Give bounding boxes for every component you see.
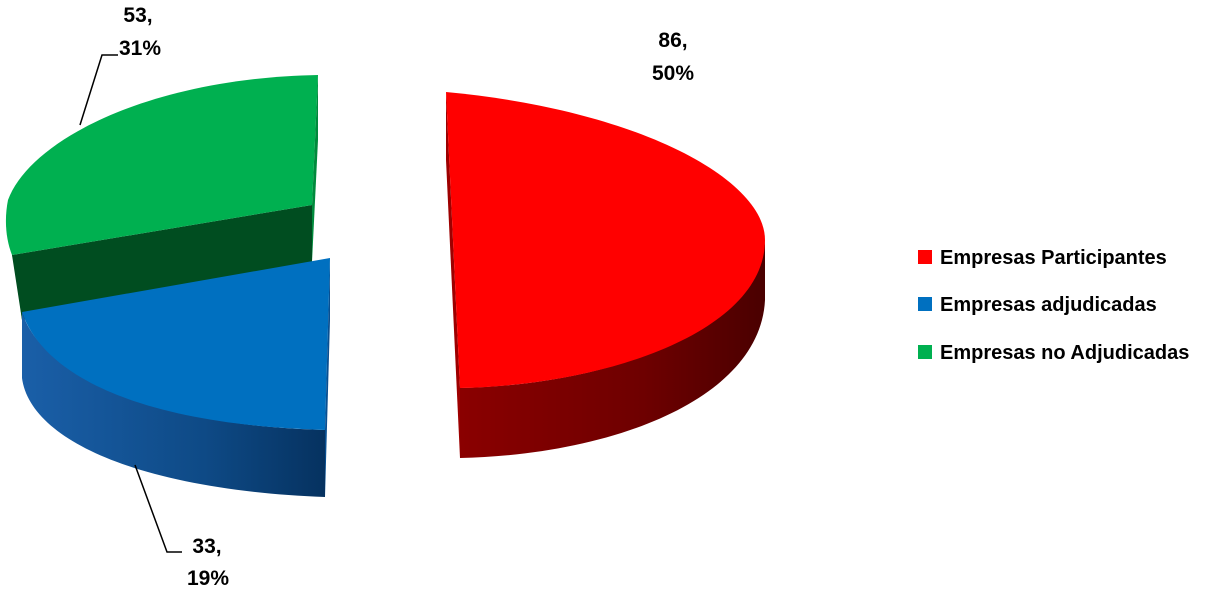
pie-slice-empresas-no-adjudicadas: [5, 75, 318, 320]
slice-inner-wall-red: [446, 92, 460, 458]
pie-slice-empresas-participantes: [446, 92, 765, 458]
legend-swatch-blue: [918, 297, 932, 311]
data-label-empresas-participantes: 86, 50%: [652, 29, 694, 85]
leader-line-green: [79, 54, 118, 126]
legend-item-empresas-adjudicadas: Empresas adjudicadas: [918, 294, 1157, 316]
data-label-value-adjudicadas: 33,: [192, 535, 221, 558]
legend-label-empresas-participantes: Empresas Participantes: [940, 247, 1167, 269]
leader-line-blue: [134, 464, 182, 553]
legend-label-empresas-no-adjudicadas: Empresas no Adjudicadas: [940, 342, 1189, 364]
legend-item-empresas-participantes: Empresas Participantes: [918, 247, 1167, 269]
pie-slice-empresas-adjudicadas: [22, 258, 330, 497]
legend-swatch-green: [918, 345, 932, 359]
data-label-value-participantes: 86,: [658, 29, 687, 52]
legend-label-empresas-adjudicadas: Empresas adjudicadas: [940, 294, 1157, 316]
slice-top-blue: [22, 258, 330, 430]
slice-edge-blue: [325, 258, 330, 497]
slice-inner-wall-green: [12, 205, 312, 320]
data-label-percent-adjudicadas: 19%: [187, 567, 229, 590]
slice-top-green: [5, 75, 318, 255]
slice-top-red: [446, 92, 765, 388]
slice-side-red: [460, 240, 765, 458]
slice-edge-green: [312, 75, 318, 262]
slice-side-blue: [22, 312, 325, 497]
data-label-empresas-adjudicadas: 33, 19%: [187, 535, 229, 590]
legend-swatch-red: [918, 250, 932, 264]
legend: Empresas Participantes Empresas adjudica…: [918, 247, 1189, 364]
data-label-percent-no-adjudicadas: 31%: [119, 37, 161, 60]
data-label-value-no-adjudicadas: 53,: [123, 4, 152, 27]
legend-item-empresas-no-adjudicadas: Empresas no Adjudicadas: [918, 342, 1189, 364]
data-label-percent-participantes: 50%: [652, 62, 694, 85]
data-label-empresas-no-adjudicadas: 53, 31%: [119, 4, 161, 60]
